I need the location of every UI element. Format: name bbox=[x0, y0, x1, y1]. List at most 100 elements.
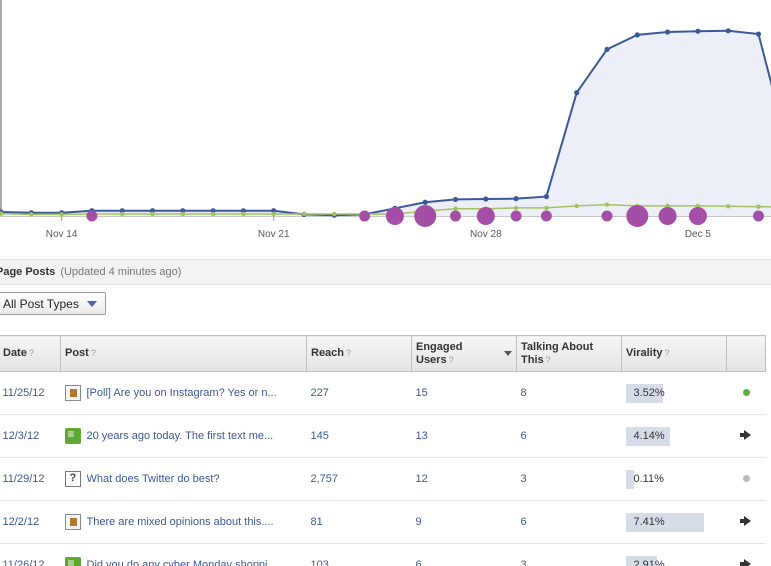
series-point bbox=[726, 204, 731, 209]
series-point bbox=[604, 46, 610, 53]
post-bubble bbox=[753, 210, 764, 222]
post-bubble bbox=[626, 205, 649, 227]
row-engaged-users[interactable]: 12 bbox=[411, 457, 517, 501]
table-row: 11/25/12 [Poll] Are you on Instagram? Yes… bbox=[0, 371, 766, 415]
sort-down-icon bbox=[504, 351, 512, 356]
row-date: 11/26/12 bbox=[0, 543, 61, 566]
post-bubble bbox=[385, 207, 404, 225]
row-virality: 2.91% bbox=[621, 543, 727, 566]
column-header-reach[interactable]: Reach? bbox=[306, 335, 412, 372]
row-talking-about[interactable]: 3 bbox=[516, 543, 622, 566]
post-link[interactable]: Did you do any cyber Monday shoppi... bbox=[86, 559, 277, 566]
post-link[interactable]: There are mixed opinions about this.... bbox=[86, 516, 274, 528]
post-link[interactable]: What does Twitter do best? bbox=[86, 473, 220, 485]
row-reach[interactable]: 227 bbox=[306, 371, 412, 415]
series-point bbox=[271, 208, 277, 214]
row-talking-about[interactable]: 8 bbox=[516, 371, 622, 415]
column-header-talking-about-this[interactable]: Talking About This? bbox=[516, 335, 622, 372]
insights-chart: Nov 14 Nov 21 Nov 28 Dec 5 bbox=[0, 0, 771, 250]
series-point bbox=[665, 29, 671, 35]
virality-bar bbox=[625, 470, 634, 489]
row-talking-about[interactable]: 3 bbox=[516, 457, 622, 501]
series-point bbox=[725, 28, 731, 34]
updated-timestamp: (Updated 4 minutes ago) bbox=[60, 266, 182, 278]
series-point bbox=[180, 211, 185, 217]
virality-bar bbox=[625, 384, 663, 403]
series-point bbox=[301, 211, 307, 217]
series-point bbox=[149, 208, 156, 214]
row-engaged-users[interactable]: 9 bbox=[411, 500, 517, 544]
row-reach[interactable]: 2,757 bbox=[306, 457, 412, 501]
row-engaged-users[interactable]: 13 bbox=[411, 414, 517, 458]
series-point bbox=[120, 211, 125, 217]
row-date: 12/3/12 bbox=[0, 414, 61, 458]
row-status bbox=[726, 543, 766, 566]
row-status bbox=[726, 457, 766, 501]
series-point bbox=[0, 211, 4, 216]
gray-dot-icon bbox=[742, 475, 750, 482]
megaphone-icon[interactable] bbox=[740, 516, 752, 526]
post-bubble bbox=[510, 210, 522, 222]
x-tick-label: Dec 5 bbox=[685, 229, 712, 240]
row-post[interactable]: 20 years ago today. The first text me... bbox=[60, 414, 307, 458]
series-point bbox=[240, 208, 246, 214]
virality-bar bbox=[625, 556, 657, 566]
row-post[interactable]: There are mixed opinions about this.... bbox=[60, 500, 307, 544]
chevron-down-icon bbox=[86, 300, 97, 307]
megaphone-icon[interactable] bbox=[740, 430, 752, 440]
row-virality: 3.52% bbox=[621, 371, 727, 415]
series-point bbox=[544, 205, 549, 211]
row-engaged-users[interactable]: 6 bbox=[411, 543, 517, 566]
megaphone-icon[interactable] bbox=[740, 559, 752, 566]
row-status bbox=[726, 371, 766, 415]
row-post[interactable]: [Poll] Are you on Instagram? Yes or n... bbox=[60, 371, 307, 415]
series-point bbox=[241, 211, 246, 217]
virality-bar bbox=[625, 513, 704, 532]
column-header-engaged-users[interactable]: Engaged Users? bbox=[411, 335, 517, 372]
post-bubble bbox=[450, 210, 461, 222]
post-bubble bbox=[476, 207, 495, 225]
posts-table: Date? Post? Reach? Engaged Users? Talking… bbox=[0, 335, 766, 566]
virality-value: 7.41% bbox=[633, 516, 665, 528]
virality-value: 4.14% bbox=[633, 430, 665, 442]
column-header-date[interactable]: Date? bbox=[0, 335, 61, 372]
row-post[interactable]: Did you do any cyber Monday shoppi... bbox=[60, 543, 307, 566]
table-row: 11/26/12 Did you do any cyber Monday shop… bbox=[0, 543, 766, 566]
series-point bbox=[513, 205, 519, 211]
post-link[interactable]: [Poll] Are you on Instagram? Yes or n... bbox=[86, 387, 277, 399]
row-date: 11/25/12 bbox=[0, 371, 61, 415]
series-point bbox=[634, 32, 640, 38]
series-point bbox=[210, 208, 216, 214]
row-talking-about[interactable]: 6 bbox=[516, 414, 622, 458]
row-post[interactable]: What does Twitter do best? bbox=[60, 457, 307, 501]
post-type-dropdown[interactable]: All Post Types bbox=[0, 292, 106, 315]
row-talking-about[interactable]: 6 bbox=[516, 500, 622, 544]
question-icon bbox=[64, 471, 81, 487]
row-status bbox=[726, 414, 766, 458]
column-header-status bbox=[726, 335, 766, 372]
poll-icon bbox=[64, 385, 81, 401]
virality-bar bbox=[625, 427, 670, 446]
series-point bbox=[332, 211, 337, 217]
x-tick-label: Nov 21 bbox=[258, 229, 290, 240]
post-bubble bbox=[601, 210, 613, 222]
column-header-post[interactable]: Post? bbox=[60, 335, 307, 372]
series-point bbox=[119, 208, 125, 214]
row-virality: 4.14% bbox=[621, 414, 727, 458]
post-bubble bbox=[359, 210, 371, 222]
post-link[interactable]: 20 years ago today. The first text me... bbox=[86, 430, 274, 442]
virality-value: 2.91% bbox=[633, 559, 665, 566]
column-header-virality[interactable]: Virality? bbox=[621, 335, 727, 372]
row-engaged-users[interactable]: 15 bbox=[411, 371, 517, 415]
row-status bbox=[726, 500, 766, 544]
series-point bbox=[756, 204, 761, 209]
row-reach[interactable]: 145 bbox=[306, 414, 412, 458]
poll-icon bbox=[64, 514, 81, 530]
row-reach[interactable]: 81 bbox=[306, 500, 412, 544]
status-icon bbox=[64, 427, 81, 444]
series-point bbox=[513, 196, 519, 202]
table-row: 11/29/12 What does Twitter do best? 2,7571… bbox=[0, 457, 766, 501]
row-reach[interactable]: 103 bbox=[306, 543, 412, 566]
series-point bbox=[422, 199, 428, 205]
virality-value: 3.52% bbox=[633, 387, 665, 399]
